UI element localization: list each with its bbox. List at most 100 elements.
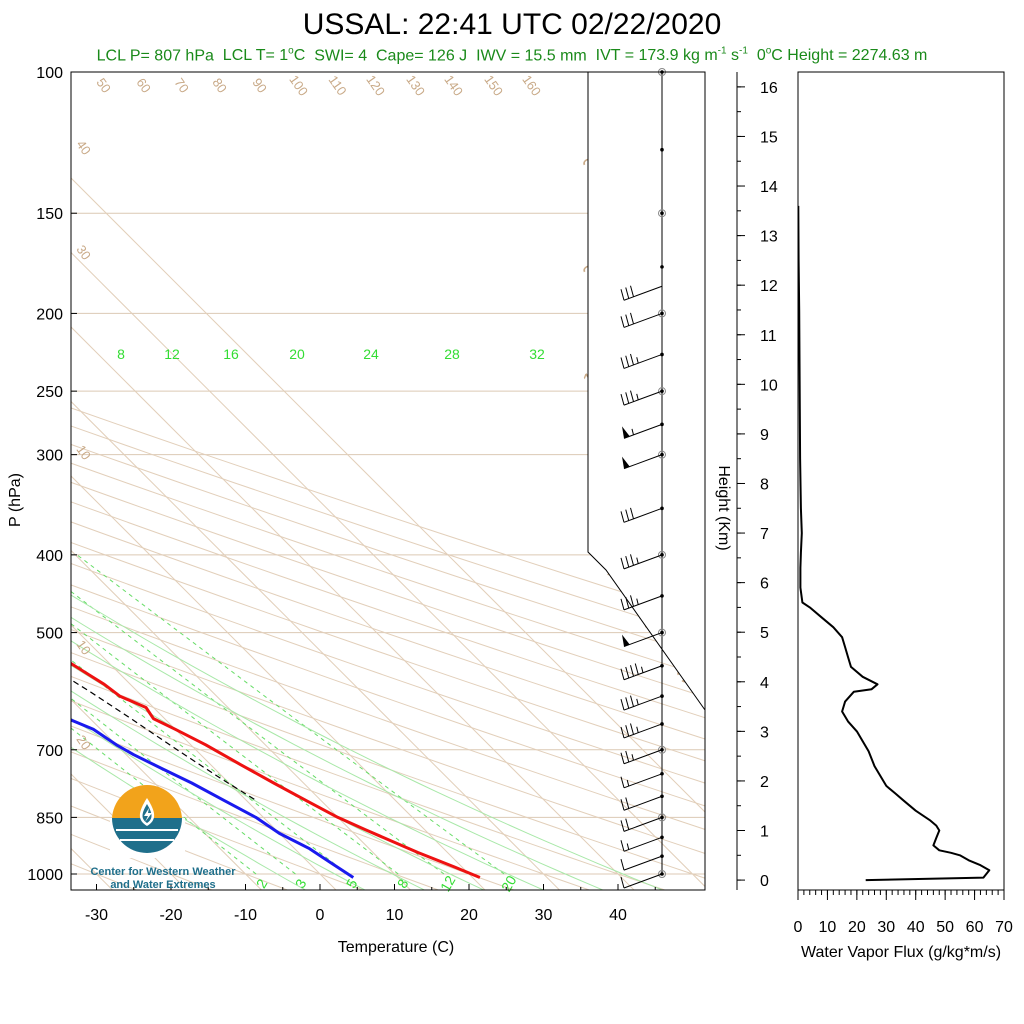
isotherm-label: 160 — [519, 72, 544, 98]
y-axis-label: P (hPa) — [7, 473, 24, 527]
x-axis-label: Temperature (C) — [338, 939, 454, 956]
moist-adiabat — [71, 746, 307, 890]
mandatory-level-marker — [658, 550, 666, 559]
dry-adiabat — [71, 584, 705, 807]
mandatory-level-marker — [658, 450, 666, 459]
wind-barb — [620, 723, 663, 739]
mixing-ratio-label: 12 — [164, 346, 180, 362]
dry-adiabat — [71, 562, 705, 784]
mixing-ratio-label: 28 — [444, 346, 460, 362]
wind-barb — [620, 285, 663, 301]
height-tick-label: 15 — [760, 129, 778, 146]
isotherm-label: 70 — [171, 75, 192, 95]
y-tick-label: 850 — [36, 810, 63, 827]
moist-adiabat — [71, 664, 486, 890]
dry-adiabat — [71, 751, 440, 890]
mixing-ratio-label: 20 — [498, 873, 520, 895]
height-tick-label: 16 — [760, 80, 778, 97]
mixing-ratio-line — [71, 590, 445, 875]
y-tick-label: 300 — [36, 448, 63, 465]
logo-line-2: and Water Extremes — [110, 879, 216, 891]
flux-x-tick-label: 10 — [819, 919, 837, 936]
ivt-value: IVT = 173.9 kg m-1 s-1 — [595, 46, 748, 65]
parcel-path — [71, 679, 255, 800]
wind-barb — [622, 632, 663, 648]
logo-water-icon — [112, 818, 182, 853]
isotherm-label: 60 — [133, 75, 154, 95]
flux-frame — [797, 71, 1005, 891]
mixing-ratio-label: 16 — [223, 346, 239, 362]
dry-adiabat — [71, 777, 365, 890]
isotherm-line — [71, 624, 337, 890]
lcl-pressure: LCL P= 807 hPa — [96, 47, 214, 65]
wind-barb — [620, 855, 663, 871]
dry-adiabat — [71, 481, 705, 698]
mandatory-level-marker — [658, 813, 666, 822]
isotherm-label: 10 — [73, 637, 94, 657]
height-tick-label: 14 — [760, 179, 778, 196]
wind-barb — [620, 749, 663, 765]
skewt-traces — [0, 72, 481, 879]
moist-adiabat — [71, 640, 545, 890]
chart-title: USSAL: 22:41 UTC 02/22/2020 — [302, 8, 722, 41]
height-tick-label: 1 — [760, 824, 769, 841]
mixing-ratio-line — [71, 697, 296, 875]
flux-x-tick-label: 20 — [848, 919, 866, 936]
mixing-ratio-label: 20 — [289, 346, 305, 362]
mandatory-level-marker — [658, 628, 666, 637]
isotherm-line — [71, 549, 412, 890]
x-tick-label: 40 — [609, 907, 627, 924]
mixing-ratio-label: 8 — [117, 346, 125, 362]
y-tick-label: 500 — [36, 626, 63, 643]
height-tick-label: 12 — [760, 278, 778, 295]
height-tick-label: 5 — [760, 625, 769, 642]
wind-barb — [620, 353, 663, 369]
wind-barb — [620, 695, 663, 711]
mandatory-level-marker — [658, 870, 666, 878]
mandatory-level-marker — [658, 209, 666, 218]
isotherm-line — [71, 251, 705, 888]
moist-adiabat — [71, 690, 426, 890]
isotherm-label: 30 — [73, 242, 94, 262]
skewt-frame — [70, 71, 706, 891]
mixing-ratio-label: 32 — [529, 346, 545, 362]
dry-adiabat — [71, 541, 705, 762]
y-tick-label: 700 — [36, 743, 63, 760]
lcl-temperature: LCL T= 1oC — [222, 46, 306, 65]
wind-level-dot — [660, 265, 664, 269]
isotherm-line — [71, 475, 486, 890]
wind-barb — [620, 795, 663, 811]
isotherm-line — [71, 698, 263, 890]
logo-caption: Center for Western Weather and Water Ext… — [88, 866, 238, 892]
sounding-indices: LCL P= 807 hPa LCL T= 1oC SWI= 4 Cape= 1… — [0, 46, 1024, 65]
mixing-ratio-label: 2 — [253, 876, 271, 891]
height-tick-label: 4 — [760, 675, 769, 692]
dry-adiabat — [71, 700, 591, 890]
mandatory-level-marker — [658, 745, 666, 754]
skewt-grid — [71, 72, 705, 890]
height-tick-label: 2 — [760, 774, 769, 791]
height-tick-label: 11 — [760, 328, 777, 345]
moist-adiabat — [71, 616, 605, 890]
dry-adiabat — [71, 675, 667, 890]
height-tick-label: 3 — [760, 724, 769, 741]
logo-line-1: Center for Western Weather — [90, 866, 236, 878]
x-tick-label: -20 — [159, 907, 182, 924]
y-tick-label: 150 — [36, 206, 63, 223]
y-tick-label: 400 — [36, 548, 63, 565]
wind-barb — [620, 312, 663, 328]
lapse-reference-line — [0, 72, 37, 636]
isotherm-label: 40 — [73, 137, 94, 157]
wind-barb — [622, 423, 663, 439]
flux-x-tick-label: 40 — [907, 919, 925, 936]
height-tick-label: 9 — [760, 427, 769, 444]
isotherm-label: 90 — [249, 75, 270, 95]
wind-barb — [620, 390, 663, 406]
dry-adiabat — [71, 628, 705, 854]
mixing-ratio-line — [71, 659, 349, 875]
height-tick-label: 0 — [760, 873, 769, 890]
mixing-ratio-line — [71, 727, 257, 875]
dry-adiabat — [71, 652, 705, 879]
mixing-ratio-line — [76, 554, 505, 875]
